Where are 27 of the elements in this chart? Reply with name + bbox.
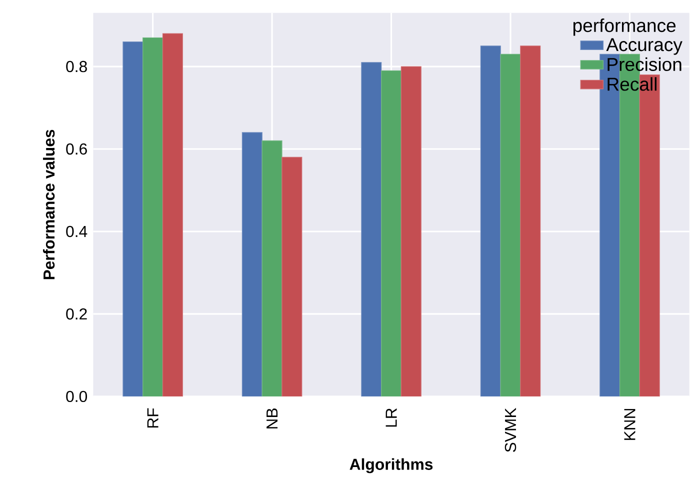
bar <box>122 42 144 397</box>
bar <box>242 132 262 397</box>
y-tick-label: 0.6 <box>66 143 87 155</box>
bar <box>500 54 521 397</box>
legend-label: Accuracy <box>606 38 682 55</box>
x-tick-label: LR <box>386 408 397 427</box>
x-tick-label: SVMK <box>504 408 516 452</box>
y-tick-label: 0.0 <box>66 390 88 402</box>
bar <box>262 140 282 397</box>
bar <box>142 37 164 397</box>
bar <box>520 46 541 397</box>
y-tick-label: 0.2 <box>66 308 87 320</box>
legend-title: performance <box>573 18 676 36</box>
bar <box>381 70 402 397</box>
y-axis-title: Performance values <box>42 130 55 280</box>
bar <box>361 62 382 397</box>
x-tick-label: NB <box>266 408 278 429</box>
bar <box>162 33 183 397</box>
bar <box>282 157 302 397</box>
x-axis-title: Algorithms <box>350 458 433 474</box>
y-tick-label: 0.8 <box>66 60 87 72</box>
bar <box>400 66 422 397</box>
x-tick-label: RF <box>147 408 158 428</box>
y-tick-label: 0.4 <box>66 226 88 238</box>
bar <box>480 46 501 397</box>
x-tick-label: KNN <box>624 409 636 440</box>
legend-label: Recall <box>608 77 656 91</box>
